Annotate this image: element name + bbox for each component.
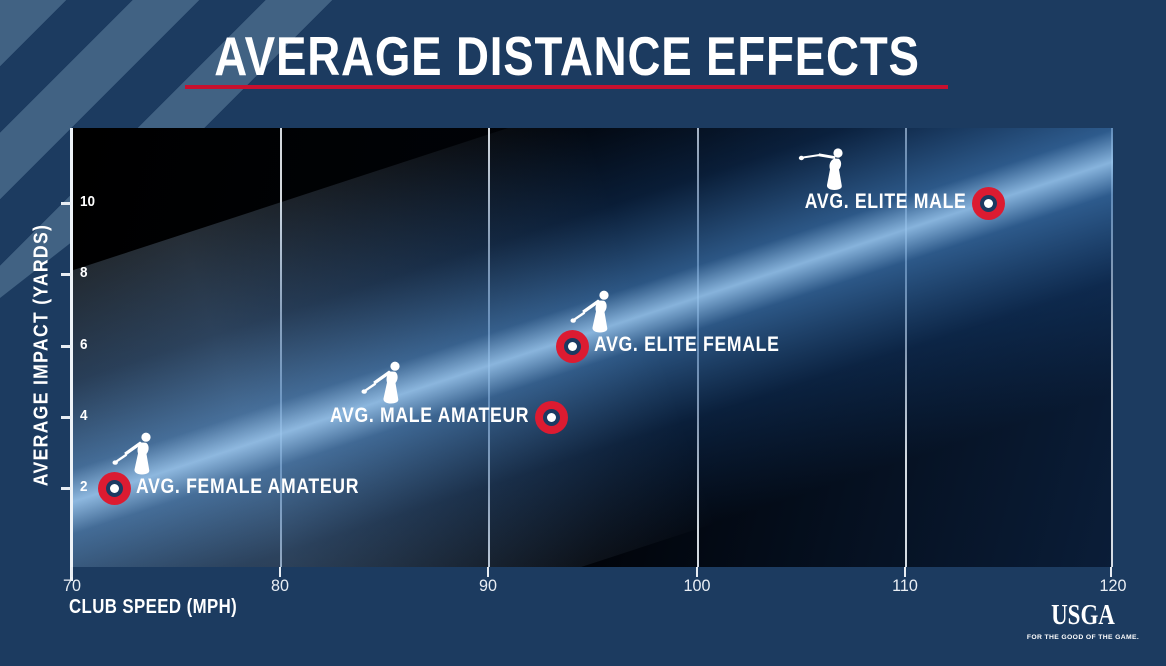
page-title: AVERAGE DISTANCE EFFECTS [214, 25, 920, 87]
x-tick-mark-100 [695, 567, 698, 577]
x-tick-mark-120 [1110, 567, 1112, 577]
data-point-label: AVG. ELITE MALE [804, 189, 967, 213]
data-point-marker [555, 329, 589, 363]
x-tick-label-90: 90 [479, 576, 498, 595]
y-tick-mark-10 [61, 201, 71, 205]
golfer-swing-icon [361, 361, 400, 404]
data-point-marker [97, 472, 131, 506]
title-underline [185, 85, 948, 89]
y-axis-line [70, 128, 73, 581]
y-tick-label-6: 6 [80, 335, 88, 353]
x-axis-label: CLUB SPEED (MPH) [69, 596, 238, 618]
marker-inner-ring [105, 480, 123, 498]
golfer-swing-icon [112, 433, 151, 475]
y-tick-mark-2 [61, 487, 71, 491]
marker-center-dot [546, 413, 556, 423]
golfer-drive-icon [798, 148, 843, 190]
marker-inner-ring [980, 194, 998, 212]
marker-center-dot [984, 198, 994, 208]
x-tick-label-80: 80 [271, 576, 290, 595]
y-tick-mark-8 [61, 273, 71, 277]
golfer-drive-icon [798, 146, 858, 194]
y-tick-label-2: 2 [80, 478, 88, 496]
marker-center-dot [567, 341, 577, 351]
x-tick-label-70: 70 [63, 576, 81, 595]
y-tick-label-8: 8 [80, 264, 88, 282]
x-tick-mark-110 [903, 567, 906, 577]
x-tick-mark-80 [279, 567, 282, 577]
golfer-swing-icon [361, 360, 421, 408]
usga-wordmark: USGA [1051, 600, 1115, 631]
usga-tagline: FOR THE GOOD OF THE GAME. [1026, 634, 1140, 641]
x-tick-label-100: 100 [683, 576, 711, 595]
data-point-label: AVG. MALE AMATEUR [329, 404, 529, 428]
plot-area: AVG. FEMALE AMATEUR AVG. MALE AMATEUR AVG.… [72, 128, 1113, 567]
golfer-swing-icon [112, 431, 172, 479]
usga-logo: USGA FOR THE GOOD OF THE GAME. [1020, 600, 1146, 642]
golfer-swing-icon [570, 289, 630, 337]
y-tick-mark-6 [61, 344, 71, 348]
x-tick-label-110: 110 [891, 576, 918, 595]
data-point-label: AVG. ELITE FEMALE [593, 332, 780, 356]
data-point-marker [534, 401, 568, 435]
y-tick-label-10: 10 [80, 192, 96, 210]
y-tick-label-4: 4 [80, 407, 88, 425]
marker-inner-ring [563, 337, 581, 355]
header: AVERAGE DISTANCE EFFECTS [0, 24, 1134, 88]
y-tick-mark-4 [61, 416, 71, 420]
marker-inner-ring [542, 409, 560, 427]
data-point-marker [972, 186, 1006, 220]
data-point-label: AVG. FEMALE AMATEUR [135, 475, 359, 499]
y-axis-label: AVERAGE IMPACT (YARDS) [30, 223, 53, 487]
marker-center-dot [109, 484, 119, 494]
x-tick-label-120: 120 [1099, 576, 1127, 595]
x-tick-mark-70 [71, 567, 73, 577]
golfer-swing-icon [570, 290, 609, 333]
x-tick-mark-90 [487, 567, 490, 577]
